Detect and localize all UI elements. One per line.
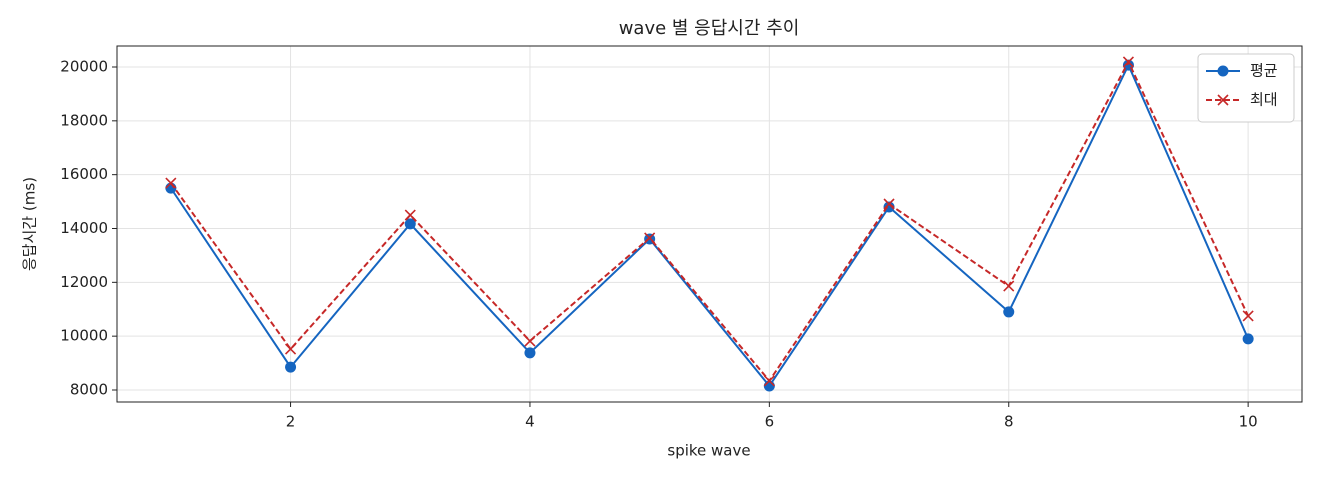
chart-title: wave 별 응답시간 추이 xyxy=(619,18,800,39)
point xyxy=(284,343,297,355)
y-tick-label: 18000 xyxy=(60,111,108,129)
point xyxy=(1003,306,1015,318)
point xyxy=(1242,310,1254,322)
y-tick-label: 14000 xyxy=(60,219,108,237)
point xyxy=(524,347,536,359)
legend-label: 평균 xyxy=(1250,62,1278,80)
y-tick-label: 8000 xyxy=(70,380,108,398)
x-tick-label: 10 xyxy=(1239,413,1258,431)
point xyxy=(763,375,775,387)
legend-label: 최대 xyxy=(1250,91,1278,109)
y-tick-label: 12000 xyxy=(60,273,108,291)
series-line xyxy=(170,59,1250,383)
plot-frame xyxy=(116,45,1303,403)
point xyxy=(1003,280,1015,292)
point xyxy=(1242,333,1254,345)
point xyxy=(524,335,536,347)
y-tick-label: 10000 xyxy=(60,327,108,345)
y-tick-label: 20000 xyxy=(60,57,108,75)
y-tick-label: 16000 xyxy=(60,165,108,183)
legend-box xyxy=(1197,53,1295,123)
point xyxy=(883,198,895,210)
point xyxy=(165,177,177,189)
legend-marker xyxy=(1217,65,1229,77)
point xyxy=(1122,56,1135,68)
x-tick-label: 4 xyxy=(525,413,535,431)
x-tick-label: 6 xyxy=(765,413,775,431)
x-tick-label: 8 xyxy=(1004,413,1014,431)
x-axis-label: spike wave xyxy=(667,442,750,460)
x-tick-label: 2 xyxy=(286,413,296,431)
point xyxy=(285,361,297,373)
legend-marker xyxy=(1217,94,1229,106)
point xyxy=(404,218,416,230)
point xyxy=(404,209,416,221)
y-axis-label: 응답시간 (ms) xyxy=(21,177,39,271)
point xyxy=(644,232,656,244)
series-line xyxy=(170,62,1250,388)
